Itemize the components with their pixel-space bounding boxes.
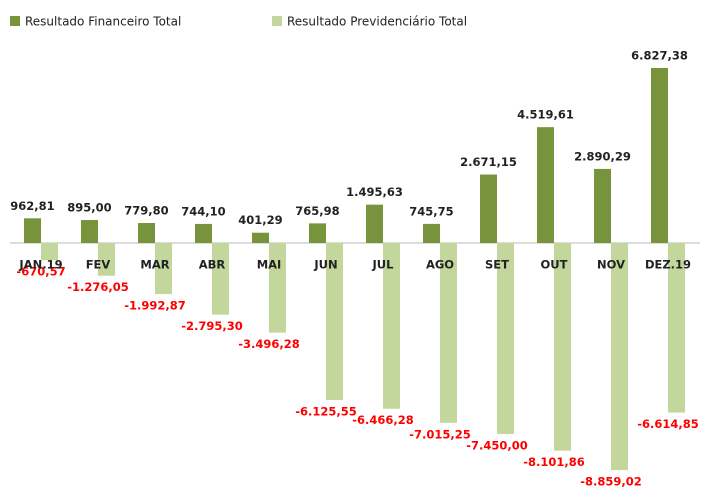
data-label: -3.496,28 [238,337,300,351]
data-label: -7.015,25 [409,427,471,441]
data-label: 745,75 [409,204,453,218]
x-tick-label: SET [485,258,509,272]
data-label: 779,80 [124,204,168,218]
data-label: 4.519,61 [517,108,574,122]
bar [269,243,286,333]
bar [326,243,343,401]
legend-label: Resultado Previdenciário Total [287,15,467,29]
x-tick-label: JAN.19 [18,258,62,272]
bar [98,243,115,276]
bar [24,218,41,243]
data-label: 6.827,38 [631,49,688,63]
x-tick-label: MAR [140,258,169,272]
data-label: -8.101,86 [523,455,585,469]
data-label: 1.495,63 [346,185,403,199]
data-label: 401,29 [238,213,282,227]
x-tick-label: JUL [372,258,395,272]
data-label: -6.614,85 [637,417,699,431]
bar [594,168,611,243]
bar [497,243,514,434]
data-label: 962,81 [10,199,54,213]
x-tick-label: MAI [257,258,282,272]
x-tick-label: AGO [426,258,454,272]
bar [537,127,554,243]
bar [611,243,628,471]
x-tick-label: ABR [199,258,226,272]
legend-swatch [272,16,282,26]
data-label: -670,57 [16,265,65,279]
data-label: -6.466,28 [352,413,414,427]
bar [383,243,400,409]
bar [651,68,668,243]
legend-label: Resultado Financeiro Total [25,15,181,29]
bar [41,243,58,261]
bar [155,243,172,295]
data-label: 2.671,15 [460,155,517,169]
data-label: -6.125,55 [295,405,357,419]
data-label: 2.890,29 [574,149,631,163]
x-tick-label: JUN [313,258,337,272]
x-tick-label: NOV [597,258,625,272]
bar [423,223,440,243]
bar [212,243,229,315]
bar [195,223,212,243]
data-label: -1.276,05 [67,280,129,294]
data-label: -7.450,00 [466,438,528,452]
bar [81,220,98,243]
bar [366,204,383,243]
x-tick-label: OUT [541,258,568,272]
data-label: 744,10 [181,204,225,218]
bar [138,223,155,243]
data-label: -1.992,87 [124,299,186,313]
bar [252,232,269,243]
bar [668,243,685,413]
data-label: -8.859,02 [580,475,642,489]
x-tick-label: DEZ.19 [645,258,691,272]
legend-swatch [10,16,20,26]
bar [554,243,571,451]
data-label: 765,98 [295,204,339,218]
data-label: -2.795,30 [181,319,243,333]
x-tick-label: FEV [86,258,111,272]
data-label: 895,00 [67,201,111,215]
bar [480,174,497,243]
bar [440,243,457,423]
bar [309,223,326,243]
